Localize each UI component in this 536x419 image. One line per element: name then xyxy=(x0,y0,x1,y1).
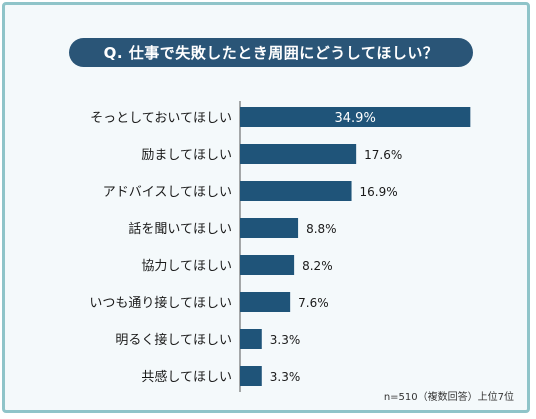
bar xyxy=(240,366,262,386)
category-label: 共感してほしい xyxy=(141,369,232,385)
bar xyxy=(240,107,471,127)
bar xyxy=(240,218,299,238)
category-label: アドバイスしてほしい xyxy=(103,185,232,200)
value-label: 16.9% xyxy=(360,185,398,199)
bar xyxy=(240,255,295,275)
value-label: 3.3% xyxy=(270,333,301,347)
category-label: 話を聞いてほしい xyxy=(128,221,232,237)
value-label: 3.3% xyxy=(270,370,301,384)
value-label: 17.6% xyxy=(364,148,402,162)
bar xyxy=(240,329,262,349)
value-label: 7.6% xyxy=(298,296,329,310)
sample-note: n=510（複数回答）上位7位 xyxy=(383,392,514,403)
category-label: 明るく接してほしい xyxy=(115,332,232,348)
value-label: 8.2% xyxy=(302,259,333,273)
category-label: いつも通り接してほしい xyxy=(89,295,232,311)
value-label: 34.9% xyxy=(335,111,376,126)
category-label: そっとしておいてほしい xyxy=(90,111,232,126)
chart-frame: Q. 仕事で失敗したとき周囲にどうしてほしい？ xyxy=(2,2,530,413)
bar xyxy=(240,144,357,164)
category-label: 励ましてほしい xyxy=(141,148,232,163)
bar xyxy=(240,292,291,312)
category-label: 協力してほしい xyxy=(141,259,232,274)
bar xyxy=(240,181,352,201)
question-title: Q. 仕事で失敗したとき周囲にどうしてほしい？ xyxy=(69,38,473,67)
value-label: 8.8% xyxy=(306,222,337,236)
